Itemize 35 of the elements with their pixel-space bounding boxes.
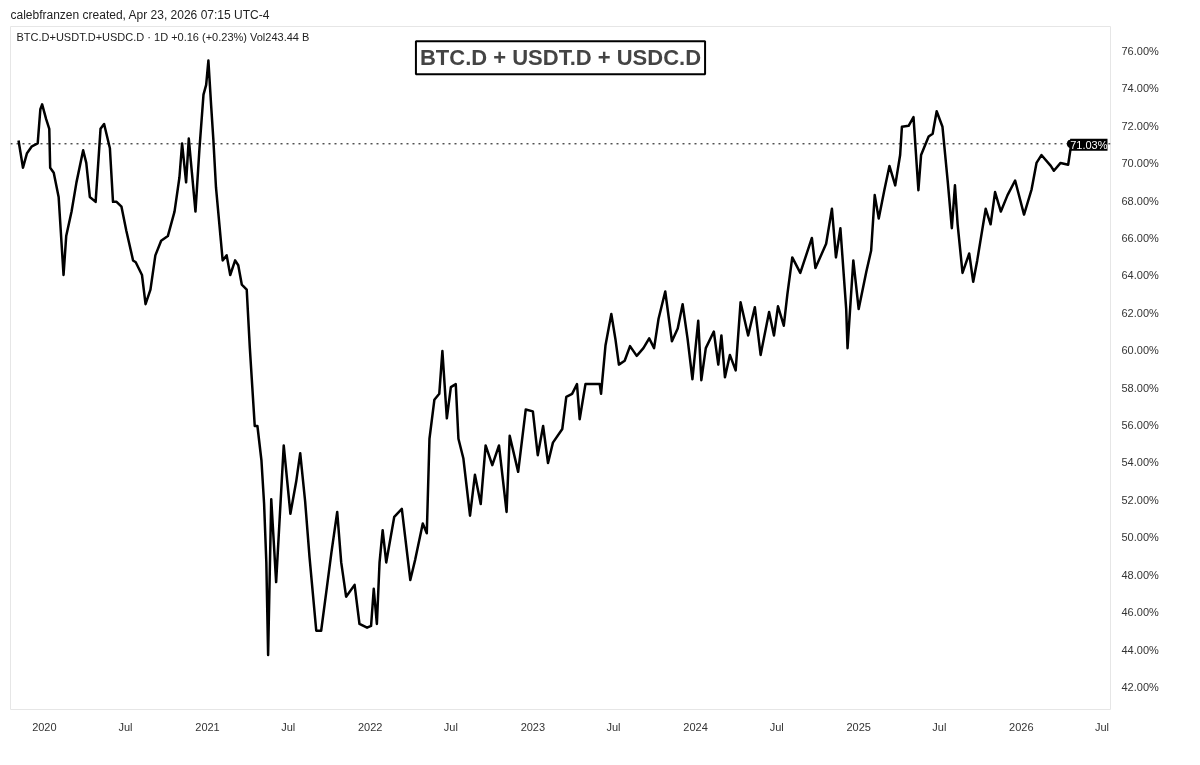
y-tick-label: 46.00% xyxy=(1121,606,1160,619)
y-tick-label: 76.00% xyxy=(1121,44,1160,57)
y-tick-label: 68.00% xyxy=(1121,194,1160,207)
x-tick-label: Jul xyxy=(443,720,458,733)
y-tick-label: 48.00% xyxy=(1121,568,1160,581)
x-tick-label: 2025 xyxy=(846,720,871,733)
x-tick-label: 2021 xyxy=(195,720,220,733)
y-tick-label: 44.00% xyxy=(1121,643,1160,656)
x-tick-label: Jul xyxy=(769,720,784,733)
x-tick-label: 2022 xyxy=(357,720,383,733)
y-tick-label: 74.00% xyxy=(1121,82,1160,95)
x-tick-label: Jul xyxy=(118,720,133,733)
y-tick-label: 72.00% xyxy=(1121,119,1160,132)
y-tick-label: 64.00% xyxy=(1121,269,1160,282)
x-tick-label: 2024 xyxy=(683,720,708,733)
x-tick-label: Jul xyxy=(1095,720,1110,733)
y-tick-label: 52.00% xyxy=(1121,493,1160,506)
x-tick-label: 2026 xyxy=(1009,720,1034,733)
x-tick-label: Jul xyxy=(281,720,296,733)
y-tick-label: 58.00% xyxy=(1121,381,1160,394)
y-tick-label: 70.00% xyxy=(1121,157,1160,170)
text: calebfranzen created, Apr 23, 2026 07:15 UTC-4 xyxy=(10,7,270,22)
x-tick-label: 2023 xyxy=(520,720,546,733)
y-tick-label: 54.00% xyxy=(1121,456,1160,469)
y-tick-label: 62.00% xyxy=(1121,306,1160,319)
x-tick-label: Jul xyxy=(932,720,947,733)
y-tick-label: 50.00% xyxy=(1121,531,1160,544)
y-tick-label: 66.00% xyxy=(1121,231,1160,244)
text: BTC.D + USDT.D + USDC.D xyxy=(419,45,702,71)
x-tick-label: 2020 xyxy=(32,720,57,733)
annotation: BTC.D+USDT.D+USDC.D · 1D +0.16 (+0.23%) Vol243.44 B xyxy=(16,30,310,43)
x-tick-label: Jul xyxy=(606,720,621,733)
y-tick-label: 42.00% xyxy=(1121,681,1160,694)
y-tick-label: 56.00% xyxy=(1121,419,1160,432)
y-tick-label: 60.00% xyxy=(1121,344,1160,357)
